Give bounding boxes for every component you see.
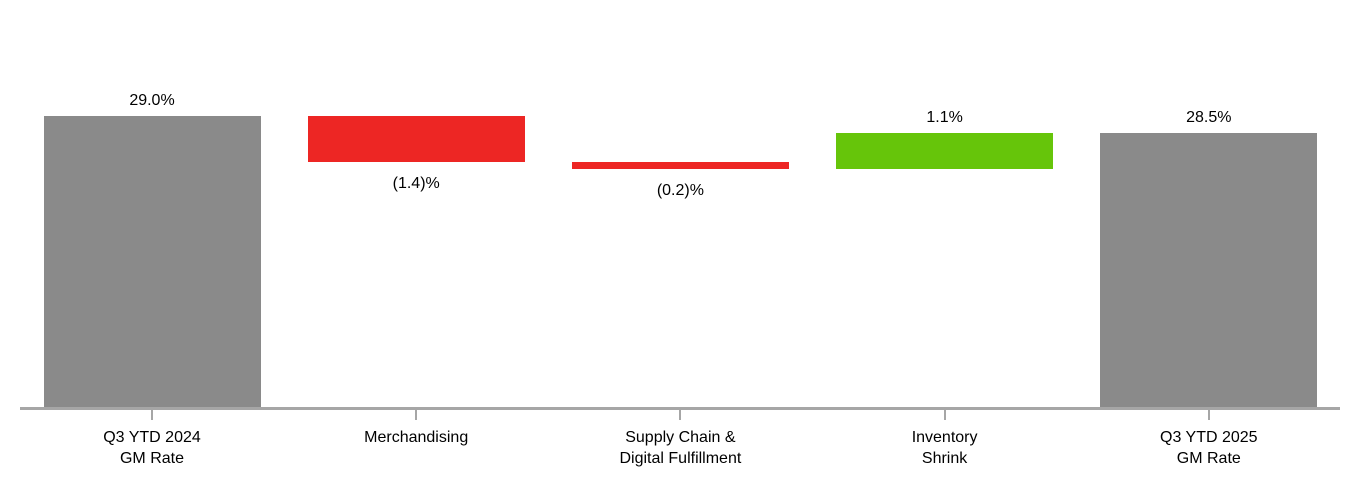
value-label-q3-ytd-2024-gm-rate: 29.0% [129,92,175,109]
value-label-merchandising: (1.4)% [392,175,440,193]
bar-supply-chain-digital-fulfillment [571,162,789,169]
bar-inventory-shrink [836,132,1054,169]
value-label-inventory-shrink: 1.1% [926,108,963,126]
x-axis-tick [943,408,946,420]
bar-merchandising [307,116,525,163]
category-label-merchandising: Merchandising [364,429,469,446]
bar-q3-ytd-2025-gm-rate [1100,132,1318,407]
x-axis-tick [1207,408,1210,420]
value-label-q3-ytd-2025-gm-rate: 28.5% [1186,108,1232,126]
category-label-inventory-shrink: Inventory Shrink [911,429,978,467]
category-label-supply-chain-digital-fulfillment: Supply Chain & Digital Fulfillment [619,429,742,467]
x-axis-tick [679,408,682,420]
category-label-q3-ytd-2024-gm-rate: Q3 YTD 2024 GM Rate [103,429,201,467]
bar-q3-ytd-2024-gm-rate [43,116,261,407]
x-axis-tick [151,408,153,420]
value-label-supply-chain-digital-fulfillment: (0.2)% [656,181,704,199]
category-label-q3-ytd-2025-gm-rate: Q3 YTD 2025 GM Rate [1160,429,1258,467]
x-axis-tick [415,408,418,420]
